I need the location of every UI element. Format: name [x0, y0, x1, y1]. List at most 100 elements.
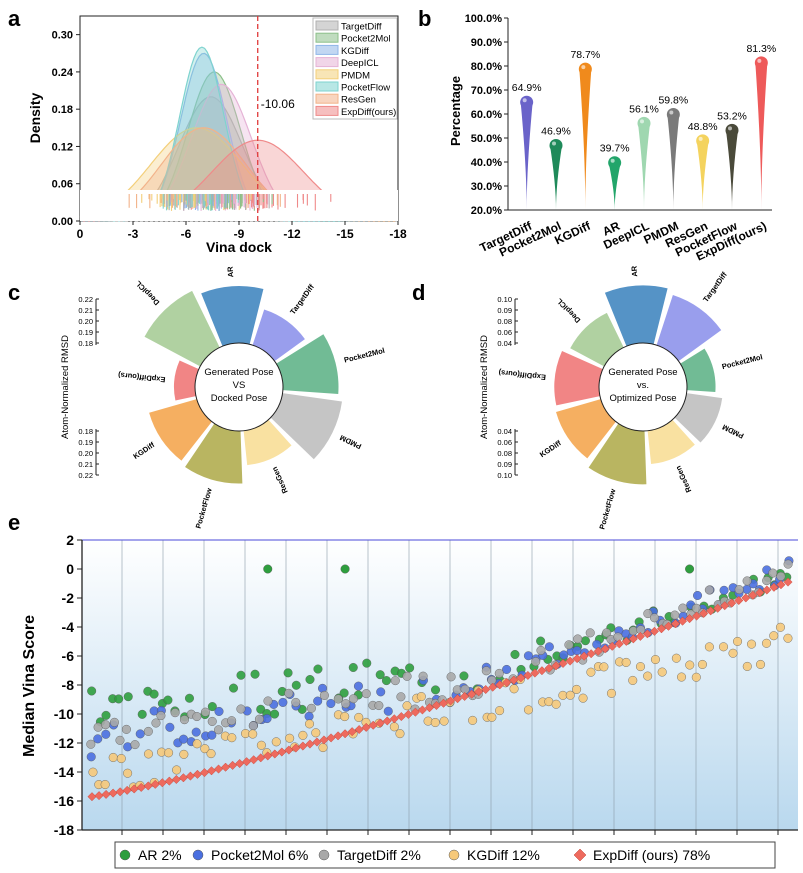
point-targetdiff — [452, 685, 462, 695]
x-tick-label: -18 — [389, 227, 407, 241]
point-targetdiff — [236, 704, 246, 714]
percentage-axes: 20.0% 30.0% 40.0% 50.0% 60.0% 70.0% 80.0% 90.0%… — [465, 13, 772, 217]
vina-score-chart: 2 0 -2 -4 -6 -8 -10 -12 -14 -16 -18 Median Vina Sc… — [21, 532, 798, 869]
bar-expdiffours — [755, 62, 768, 210]
point-pocket2mol — [101, 729, 111, 739]
bar-highlight — [757, 58, 762, 63]
point-expdiff — [396, 712, 406, 722]
point-expdiff — [207, 766, 216, 776]
point-kgdiff — [402, 701, 412, 711]
legend-label: Pocket2Mol 6% — [211, 847, 308, 863]
radial-bar-resgen — [647, 419, 695, 465]
point-expdiff — [565, 656, 575, 666]
legend-swatch — [315, 57, 339, 68]
point-kgdiff — [551, 699, 561, 709]
point-kgdiff — [179, 749, 189, 759]
point-ar — [313, 664, 323, 674]
point-targetdiff — [361, 689, 371, 699]
vina-legend: AR 2% Pocket2Mol 6% TargetDiff 2% KGDiff 12… — [119, 847, 710, 863]
y-tick-label: -16 — [54, 793, 74, 809]
point-kgdiff — [143, 749, 153, 759]
radial-axis-tick-label: 0.10 — [497, 471, 512, 480]
point-kgdiff — [691, 672, 701, 682]
radial-category-label: AR — [226, 266, 236, 278]
point-kgdiff — [671, 653, 681, 663]
point-targetdiff — [109, 717, 119, 727]
point-pocket2mol — [383, 706, 393, 716]
point-kgdiff — [395, 729, 405, 739]
bar-cap — [725, 123, 739, 137]
point-expdiff — [453, 694, 463, 704]
vina-plot-background — [82, 540, 798, 830]
point-kgdiff — [227, 733, 237, 743]
radial-center-circle — [194, 342, 284, 432]
point-kgdiff — [389, 722, 399, 732]
radial-category-label: ResGen — [270, 465, 290, 495]
radial-bar-kgdiff — [149, 399, 212, 461]
radial-center-label: VS — [233, 380, 246, 391]
point-targetdiff — [678, 603, 688, 613]
point-expdiff — [783, 577, 793, 587]
point-ar — [536, 636, 546, 646]
bar-value-label: 64.9% — [512, 82, 542, 94]
point-expdiff — [354, 725, 364, 735]
point-targetdiff — [374, 701, 384, 711]
point-ar — [184, 693, 194, 703]
point-pocket2mol — [179, 734, 189, 744]
radial-axis-tick-label: 0.08 — [497, 317, 512, 326]
point-expdiff — [523, 670, 533, 680]
radial-axis-tick-label: 0.06 — [497, 328, 512, 337]
point-targetdiff — [585, 628, 595, 638]
point-ar — [163, 695, 173, 705]
point-targetdiff — [101, 720, 111, 730]
radial-category-label: TargetDiff — [701, 270, 729, 304]
point-ar — [101, 710, 111, 720]
legend-label: ResGen — [341, 95, 376, 106]
point-pocket2mol — [304, 711, 314, 721]
point-expdiff — [263, 751, 273, 761]
point-expdiff — [249, 755, 259, 765]
y-tick-label: 100.0% — [465, 13, 503, 25]
point-kgdiff — [677, 672, 687, 682]
bar-resgen — [696, 140, 709, 210]
bar-value-label: 39.7% — [600, 143, 630, 155]
point-ar — [87, 686, 97, 696]
radial-axis-tick-label: 0.18 — [78, 339, 93, 348]
bar-value-label: 78.7% — [570, 49, 600, 61]
bar-highlight — [698, 136, 703, 141]
legend-label: KGDiff — [341, 46, 369, 57]
point-ar — [236, 670, 246, 680]
point-kgdiff — [643, 671, 653, 681]
point-kgdiff — [354, 712, 364, 722]
point-kgdiff — [621, 657, 631, 667]
point-kgdiff — [599, 662, 609, 672]
y-tick-label: 60.0% — [471, 109, 502, 121]
point-kgdiff — [523, 705, 533, 715]
point-expdiff — [389, 714, 399, 724]
point-targetdiff — [531, 657, 541, 667]
point-ar — [114, 694, 124, 704]
reference-line-group: -10.06 — [257, 16, 295, 221]
point-pocket2mol — [86, 752, 96, 762]
point-kgdiff — [733, 636, 743, 646]
radial-center-label: Generated Pose — [204, 367, 273, 378]
radial-center-label: Optimized Pose — [609, 393, 676, 404]
radial-axis-tick-label: 0.22 — [78, 471, 93, 480]
point-ar — [291, 680, 301, 690]
point-expdiff — [382, 716, 392, 726]
point-targetdiff — [151, 718, 161, 728]
radial-category-label: AR — [629, 265, 639, 277]
point-expdiff — [509, 675, 519, 685]
y-tick-label: 0.18 — [52, 104, 73, 116]
point-targetdiff — [156, 711, 166, 721]
density-chart: 0 -3 -6 -9 -12 -15 -18 0.00 0.06 0.12 0.18 0.24 0.30… — [27, 15, 407, 255]
y-tick-label: -4 — [62, 619, 75, 635]
point-ar — [580, 636, 590, 646]
density-ticks: 0 -3 -6 -9 -12 -15 -18 0.00 0.06 0.12 0.18 0.24 0.30 — [52, 30, 407, 241]
density-rug — [80, 190, 398, 221]
point-targetdiff — [207, 716, 217, 726]
radial-bar-pocketflow — [185, 423, 243, 484]
point-targetdiff — [783, 559, 793, 569]
point-pocket2mol — [693, 590, 703, 600]
point-kgdiff — [416, 692, 426, 702]
